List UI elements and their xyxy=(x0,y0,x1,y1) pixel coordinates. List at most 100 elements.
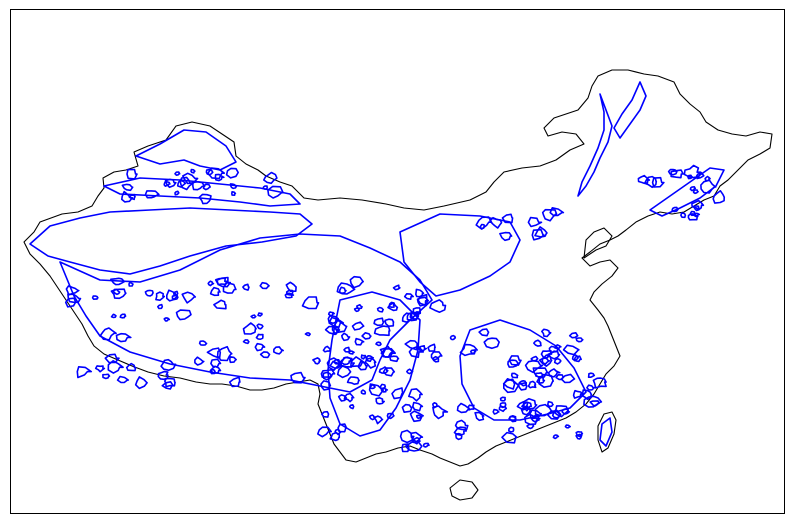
contour-loop xyxy=(329,431,341,442)
contour-loop xyxy=(357,360,368,371)
contour-loop xyxy=(527,216,543,228)
contour-loop xyxy=(99,327,117,341)
contour-loop xyxy=(340,356,352,366)
contour-loop xyxy=(524,360,544,374)
contour-loop xyxy=(102,373,111,380)
contour-loop xyxy=(263,171,278,185)
contour-loop xyxy=(360,354,367,360)
bohai-coast xyxy=(583,227,613,259)
contour-loop xyxy=(228,376,241,388)
contour-loop xyxy=(414,311,420,316)
contour-loop xyxy=(107,360,124,374)
contour-loop xyxy=(692,189,699,195)
contour-loop xyxy=(530,355,539,362)
contour-loop xyxy=(401,312,415,323)
contour-loop xyxy=(213,299,227,310)
contour-line xyxy=(135,129,237,171)
contour-loop xyxy=(207,280,215,287)
contour-loop xyxy=(259,281,270,290)
contour-loop xyxy=(284,292,295,299)
contour-loop xyxy=(541,357,551,365)
contour-loop xyxy=(67,293,82,304)
contour-loop xyxy=(231,191,237,196)
contour-loop xyxy=(401,443,410,453)
contour-line xyxy=(59,233,433,393)
elevation-contours xyxy=(29,81,726,453)
contour-line xyxy=(649,167,725,217)
contour-loop xyxy=(190,168,196,174)
contour-loop xyxy=(526,423,535,430)
contour-loop xyxy=(324,325,340,336)
contour-loop xyxy=(538,354,553,367)
contour-loop xyxy=(501,213,514,224)
contour-loop xyxy=(242,339,250,345)
contour-loop xyxy=(507,359,519,368)
contour-loop xyxy=(568,332,579,339)
contour-loop xyxy=(373,317,385,327)
contour-loop xyxy=(510,372,519,379)
contour-loop xyxy=(637,174,651,185)
country-outline xyxy=(23,69,773,467)
contour-loop xyxy=(119,313,127,319)
contour-loop xyxy=(529,409,542,420)
contour-loop xyxy=(65,285,80,296)
contour-loop xyxy=(346,376,360,385)
contour-loop xyxy=(121,183,134,192)
contour-loop xyxy=(350,356,365,368)
contour-loop xyxy=(534,403,553,417)
contour-loop xyxy=(348,350,355,355)
contour-loop xyxy=(587,372,596,378)
contour-loop xyxy=(671,206,679,213)
contour-line xyxy=(613,81,647,139)
contour-line xyxy=(29,207,313,275)
contour-loop xyxy=(354,337,365,346)
contour-loop xyxy=(508,355,522,366)
contour-loop xyxy=(406,368,414,375)
contour-loop xyxy=(527,380,537,389)
contour-loop xyxy=(411,436,421,445)
contour-loop xyxy=(403,293,414,300)
contour-loop xyxy=(499,231,513,242)
contour-loop xyxy=(572,389,584,399)
contour-loop xyxy=(144,190,160,199)
contour-loop xyxy=(432,405,449,420)
contour-loop xyxy=(317,426,332,438)
contour-loop xyxy=(429,299,447,313)
contour-loop xyxy=(210,365,222,374)
contour-loop xyxy=(408,388,423,402)
contour-loop xyxy=(571,353,579,362)
contour-loop xyxy=(112,288,121,296)
contour-loop xyxy=(290,371,306,384)
contour-loop xyxy=(209,286,221,297)
contour-loop xyxy=(181,291,197,304)
contour-loop xyxy=(163,317,171,322)
contour-loop xyxy=(91,295,99,300)
contour-loop xyxy=(320,380,332,391)
contour-loop xyxy=(384,318,395,327)
contour-loop xyxy=(157,370,169,381)
contour-loop xyxy=(521,401,532,412)
contour-loop xyxy=(144,289,154,297)
contour-loop xyxy=(322,345,332,353)
contour-loop xyxy=(110,277,126,286)
contour-loop xyxy=(432,402,438,409)
contour-loop xyxy=(254,342,266,352)
contour-loop xyxy=(134,376,148,390)
contour-loop xyxy=(536,376,546,384)
contour-loop xyxy=(382,367,396,377)
contour-loop xyxy=(205,168,214,176)
contour-loop xyxy=(255,333,264,340)
contour-loop xyxy=(553,357,562,365)
contour-loop xyxy=(175,309,192,321)
contour-loop xyxy=(483,337,500,350)
contour-loop xyxy=(389,355,400,363)
contour-loop xyxy=(508,415,517,423)
contour-loop xyxy=(432,355,440,363)
contour-loop xyxy=(312,357,321,365)
contour-loop xyxy=(700,179,717,194)
contour-loop xyxy=(76,366,93,379)
contour-loop xyxy=(194,356,205,366)
contour-loop xyxy=(564,424,571,429)
contour-loop xyxy=(412,401,424,412)
contour-loop xyxy=(174,171,181,176)
